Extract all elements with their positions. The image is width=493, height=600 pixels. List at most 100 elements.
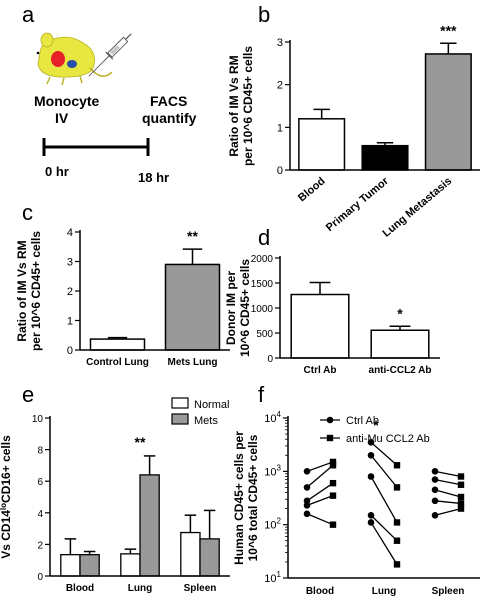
treated-point — [457, 473, 465, 480]
bar — [180, 531, 201, 577]
legend-swatch — [171, 413, 189, 425]
y-tick-label: 3 — [67, 257, 73, 269]
ctrl-point — [367, 473, 375, 480]
ctrl-point — [367, 439, 375, 446]
significance-label: ** — [187, 228, 198, 244]
x-tick-label: Mets Lung — [168, 357, 218, 368]
y-tick-label: 1 — [277, 122, 283, 134]
ctrl-point — [431, 486, 439, 494]
y-tick-label: 500 — [256, 329, 273, 340]
step-quantify-label: quantify — [142, 110, 197, 126]
treated-point — [393, 537, 401, 544]
bar — [60, 554, 81, 577]
panel-letter-d: d — [258, 225, 270, 250]
step-monocyte-label: Monocyte — [34, 93, 100, 109]
y-tick-label: 0 — [267, 354, 273, 365]
significance-label: *** — [440, 22, 457, 38]
y-axis-label: Ratio of IM Vs RMper 10^6 CD45+ cells — [227, 46, 255, 166]
paired-line — [434, 470, 462, 478]
bar — [120, 553, 141, 577]
treated-point — [457, 481, 465, 488]
panel-letter-c: c — [22, 200, 33, 225]
y-tick-label: 1500 — [251, 279, 274, 290]
y-tick-label: 2 — [67, 286, 73, 298]
x-tick-label: Blood — [296, 175, 328, 204]
bar — [199, 538, 220, 577]
treated-point — [457, 493, 465, 501]
x-tick-label: Blood — [306, 586, 334, 597]
y-tick-label: 3 — [277, 37, 283, 49]
ctrl-point — [303, 484, 311, 491]
x-tick-label: Lung — [372, 586, 396, 597]
time-start-label: 0 hr — [45, 164, 69, 179]
significance-label: * — [397, 305, 403, 321]
ctrl-point — [431, 511, 439, 519]
y-tick-label: 0 — [37, 572, 43, 583]
y-tick-label: 104 — [264, 410, 281, 425]
y-tick-label: 6 — [37, 477, 43, 488]
y-axis-label: Ratio of CD14+CD16-Vs CD14loCD16+ cells — [0, 435, 13, 559]
chart-d: Ctrl Ab anti-CCL2 Ab * 0 500 1000 1500 2000Dono… — [224, 254, 440, 376]
y-tick-label: 8 — [37, 446, 43, 457]
panel-letter-a: a — [22, 2, 35, 27]
y-tick-label: 4 — [37, 509, 43, 520]
paired-line — [434, 478, 462, 486]
treated-point — [393, 484, 401, 491]
y-axis-label: Ratio of IM Vs RMper 10^6 CD45+ cells — [15, 231, 43, 351]
paired-line — [370, 514, 398, 542]
treated-point — [457, 505, 465, 512]
treated-point — [393, 561, 401, 568]
bar — [290, 293, 350, 359]
y-tick-label: 0 — [67, 345, 73, 357]
legend-marker-circle — [326, 416, 334, 424]
y-tick-label: 2000 — [251, 254, 274, 265]
paired-line — [306, 461, 334, 472]
bar — [298, 118, 346, 171]
y-tick-label: 102 — [264, 517, 281, 532]
chart-f: Blood Lung Spleen *Ctrl Ab anti-Mu CCL2 Ab 10… — [232, 410, 480, 597]
paired-line — [306, 513, 334, 526]
panel-letter-f: f — [258, 382, 265, 407]
y-axis-label: Donor IM per10^6 CD45+ cells — [224, 259, 252, 357]
ctrl-point — [303, 510, 311, 518]
paired-line — [370, 476, 398, 523]
ctrl-point — [303, 497, 311, 505]
treated-point — [329, 479, 337, 487]
treated-point — [329, 492, 337, 499]
paired-line — [370, 454, 398, 488]
x-tick-label: Ctrl Ab — [304, 365, 337, 376]
y-tick-label: 4 — [67, 227, 73, 239]
x-tick-label: Lung Metastasis — [381, 175, 455, 240]
paired-line — [306, 495, 334, 506]
ctrl-point — [367, 451, 375, 459]
x-tick-label: Control Lung — [86, 357, 149, 368]
y-tick-label: 1000 — [251, 304, 274, 315]
bar — [89, 338, 146, 351]
significance-label: ** — [135, 434, 146, 450]
time-end-label: 18 hr — [138, 170, 169, 185]
panel-letter-b: b — [258, 2, 270, 27]
legend-marker-square — [326, 434, 334, 442]
step-iv-label: IV — [55, 110, 69, 126]
legend-label: anti-Mu CCL2 Ab — [346, 433, 430, 445]
ctrl-point — [367, 511, 375, 519]
ctrl-point — [303, 468, 311, 475]
y-tick-label: 10 — [32, 414, 44, 425]
significance-label: * — [373, 417, 379, 433]
legend-label: Ctrl Ab — [346, 415, 379, 427]
legend-label: Mets — [194, 415, 218, 427]
ctrl-point — [431, 468, 439, 475]
bar — [164, 263, 221, 351]
bar — [139, 474, 160, 577]
bar — [424, 53, 472, 171]
paired-line — [370, 522, 398, 565]
paired-line — [434, 500, 462, 505]
paired-line — [370, 441, 398, 466]
treated-point — [329, 521, 337, 528]
x-tick-label: anti-CCL2 Ab — [369, 365, 432, 376]
panel-letter-e: e — [22, 382, 34, 407]
treated-point — [329, 458, 337, 466]
x-tick-label: Spleen — [432, 586, 465, 597]
paired-line — [434, 507, 462, 516]
